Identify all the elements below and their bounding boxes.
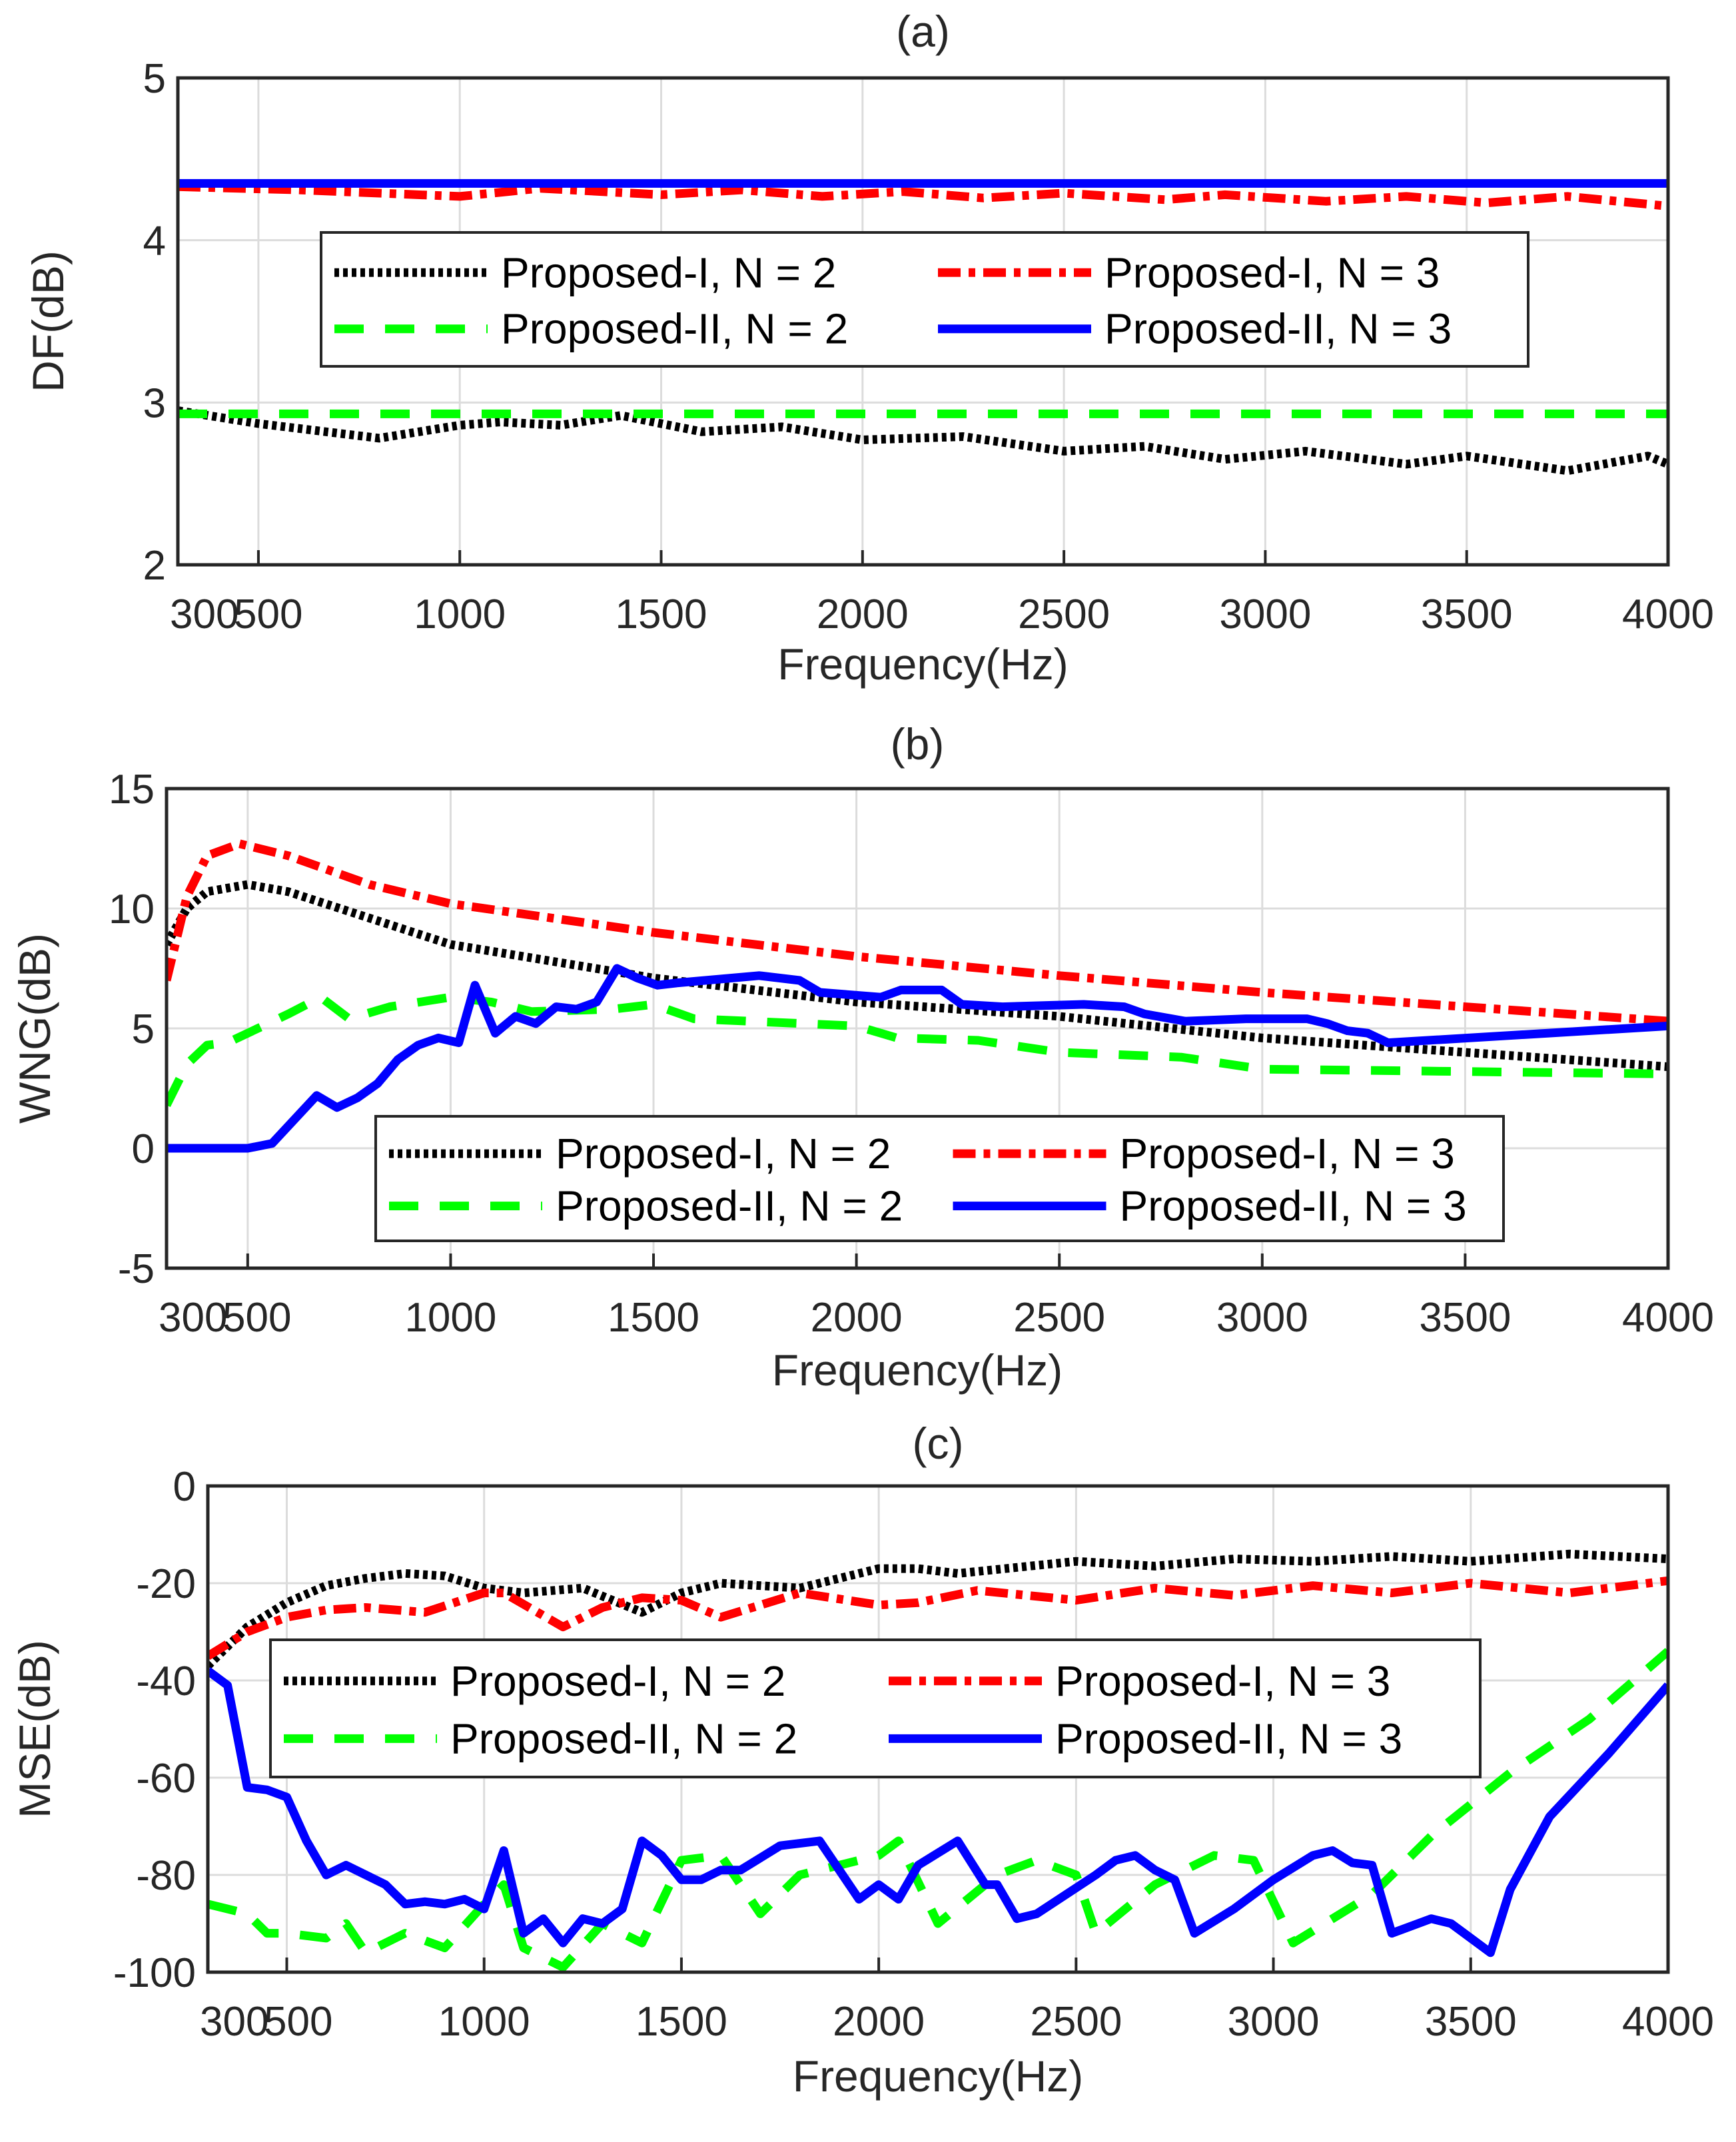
x-tick-label: 1000 [414,591,506,637]
y-axis-label: DF(dB) [23,250,73,392]
x-tick-label: 2500 [1018,591,1110,637]
legend-label: Proposed-I, N = 3 [1104,248,1440,296]
x-tick-label: 1000 [404,1295,496,1341]
y-tick-label: 2 [143,543,166,589]
legend: Proposed-I, N = 2 Proposed-I, N = 3 Propos… [320,231,1529,368]
series-line-p1n2 [178,406,1668,476]
x-tick-label: 1000 [438,1999,530,2045]
x-tick-label: 3000 [1228,1999,1320,2045]
y-axis-label: MSE(dB) [10,1640,59,1818]
y-tick-label: -80 [136,1853,196,1899]
series-line-p2n2 [208,1648,1668,1972]
legend-label: Proposed-I, N = 3 [1120,1130,1455,1178]
series-line-p1n2 [208,1549,1668,1669]
series-line-p1n3 [167,839,1668,1026]
x-tick-label: 2000 [811,1295,903,1341]
legend-label: Proposed-II, N = 3 [1104,305,1452,353]
y-tick-label: 4 [143,218,166,264]
x-tick-label: 3000 [1219,591,1311,637]
x-tick-label: 500 [264,1999,332,2045]
x-tick-label: 4000 [1622,591,1714,637]
x-tick-label: 500 [234,591,302,637]
legend-box [374,1115,1505,1242]
x-tick-label: 300 [170,591,238,637]
series-line-p2n3 [167,964,1668,1153]
y-tick-label: -100 [113,1950,196,1996]
x-tick-label: 1500 [608,1295,699,1341]
y-tick-label: -5 [118,1246,155,1292]
y-tick-label: 5 [143,56,166,102]
series-line-p1n3 [208,1576,1668,1660]
x-tick-label: 300 [200,1999,268,2045]
chart-title: (b) [891,719,945,769]
x-tick-label: 4000 [1622,1295,1714,1341]
legend-label: Proposed-I, N = 2 [556,1130,891,1178]
x-tick-label: 2000 [833,1999,925,2045]
y-tick-label: 3 [143,380,166,426]
x-tick-label: 300 [159,1295,227,1341]
y-tick-label: -40 [136,1658,196,1704]
x-tick-label: 2500 [1030,1999,1122,2045]
y-tick-label: 5 [132,1006,155,1052]
y-tick-label: 0 [132,1126,155,1172]
legend-label: Proposed-II, N = 3 [1120,1182,1467,1230]
y-tick-label: 10 [109,887,155,932]
y-tick-label: -20 [136,1561,196,1607]
x-tick-label: 3500 [1425,1999,1517,2045]
x-tick-label: 4000 [1622,1999,1714,2045]
x-axis-label: Frequency(Hz) [772,1345,1063,1395]
legend-label: Proposed-I, N = 2 [501,248,836,296]
legend: Proposed-I, N = 2 Proposed-I, N = 3 Propos… [269,1638,1482,1778]
x-tick-label: 500 [222,1295,291,1341]
x-tick-label: 1500 [636,1999,727,2045]
legend-box [320,231,1529,368]
legend-label: Proposed-II, N = 2 [556,1182,903,1230]
y-tick-label: 15 [109,767,155,813]
series-line-p1n3 [178,182,1668,210]
legend-box [269,1638,1482,1778]
chart-title: (c) [913,1419,964,1468]
chart-title: (a) [896,7,950,56]
x-axis-label: Frequency(Hz) [777,639,1068,689]
axes-box [206,1484,1670,1974]
x-tick-label: 2500 [1013,1295,1105,1341]
x-tick-label: 3500 [1419,1295,1511,1341]
legend: Proposed-I, N = 2 Proposed-I, N = 3Propos… [374,1115,1505,1242]
axes-box [165,787,1670,1270]
legend-label: Proposed-II, N = 2 [450,1714,797,1762]
legend-label: Proposed-I, N = 3 [1055,1657,1390,1705]
y-axis-label: WNG(dB) [10,933,59,1124]
x-tick-label: 1500 [616,591,707,637]
x-tick-label: 3000 [1216,1295,1308,1341]
legend-label: Proposed-II, N = 2 [501,305,848,353]
series-line-p2n3 [208,1667,1668,1958]
y-tick-label: 0 [173,1464,196,1510]
series-line-p2n2 [167,992,1668,1108]
legend-label: Proposed-II, N = 3 [1055,1714,1402,1762]
x-tick-label: 3500 [1421,591,1513,637]
x-tick-label: 2000 [817,591,909,637]
axes-box [176,76,1670,567]
y-tick-label: -60 [136,1756,196,1802]
series-line-p1n2 [167,880,1668,1072]
legend-label: Proposed-I, N = 2 [450,1657,785,1705]
x-axis-label: Frequency(Hz) [793,2051,1083,2101]
